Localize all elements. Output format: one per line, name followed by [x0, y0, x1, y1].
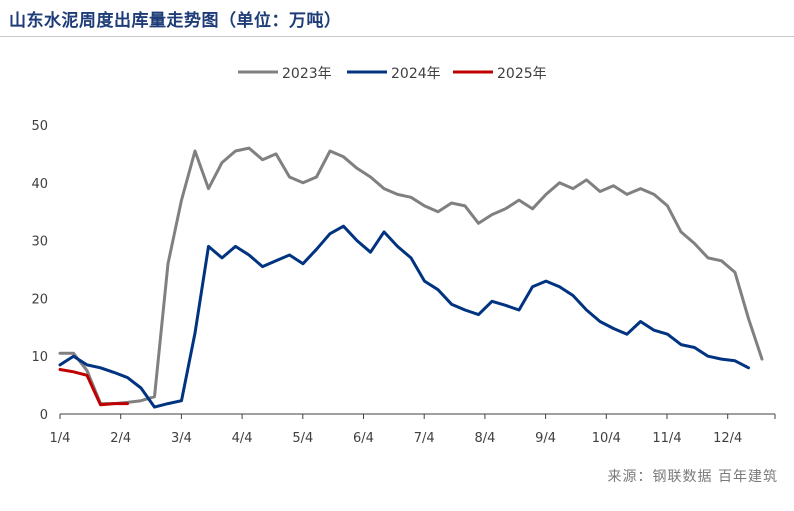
x-tick-label: 6/4	[353, 431, 374, 446]
x-axis: 1/4 2/4 3/4 4/4 5/4 6/4 7/4 8/4 9/4 10/4 11/4 12/4	[50, 413, 776, 446]
series-line-1	[58, 146, 764, 406]
x-tick-label: 7/4	[414, 431, 435, 446]
x-tick-label: 10/4	[592, 431, 621, 446]
series-layer	[58, 146, 764, 409]
x-tick-label: 2/4	[110, 431, 131, 446]
y-tick-label: 20	[31, 292, 48, 307]
legend-label: 2024年	[391, 66, 441, 82]
x-tick-label: 9/4	[535, 431, 556, 446]
x-tick-label: 8/4	[474, 431, 495, 446]
source-note: 来源：钢联数据 百年建筑	[607, 469, 778, 485]
x-tick-label: 3/4	[171, 431, 192, 446]
y-tick-label: 40	[31, 177, 48, 192]
y-tick-label: 10	[31, 350, 48, 365]
legend-label: 2025年	[497, 66, 547, 82]
chart-title: 山东水泥周度出库量走势图（单位：万吨）	[9, 11, 342, 31]
x-tick-label: 4/4	[232, 431, 253, 446]
x-tick-label: 12/4	[713, 431, 742, 446]
series-line-3	[58, 368, 129, 407]
y-axis: 0 10 20 30 40 50	[31, 119, 48, 423]
x-tick-label: 5/4	[292, 431, 313, 446]
y-tick-label: 0	[40, 408, 48, 423]
legend-label: 2023年	[282, 66, 332, 82]
y-tick-label: 30	[31, 235, 48, 250]
legend: 2023年 2024年 2025年	[238, 66, 547, 82]
series-line-2	[58, 224, 750, 409]
x-tick-label: 11/4	[652, 431, 681, 446]
title-bar: 山东水泥周度出库量走势图（单位：万吨）	[0, 0, 794, 37]
x-tick-label: 1/4	[50, 431, 71, 446]
y-tick-label: 50	[31, 119, 48, 134]
